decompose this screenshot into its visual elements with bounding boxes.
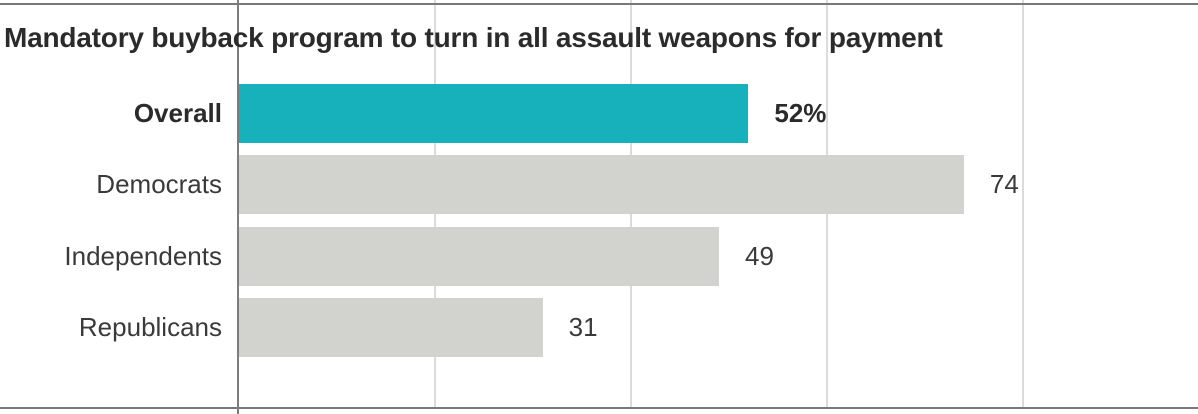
bar-democrats [239,155,964,214]
category-label: Overall [133,98,222,128]
chart-title: Mandatory buyback program to turn in all… [4,22,943,53]
bar-overall [239,84,749,143]
y-axis-line [237,0,239,414]
bar-row-overall: Overall 52% [0,84,1198,143]
category-label: Democrats [96,169,222,199]
bar-republicans [239,298,543,357]
category-label: Independents [64,241,222,271]
category-label: Republicans [78,312,222,342]
value-label: 31 [568,312,598,342]
gridline [1021,0,1024,408]
value-label: 52% [774,98,827,128]
bar-row-independents: Independents 49 [0,227,1198,286]
bar-row-democrats: Democrats 74 [0,155,1198,214]
bar-independents [239,227,719,286]
top-rule [0,3,1198,5]
value-label: 49 [745,241,774,271]
value-label: 74 [989,169,1019,199]
bar-row-republicans: Republicans 31 [0,298,1198,357]
bottom-rule [0,407,1198,409]
